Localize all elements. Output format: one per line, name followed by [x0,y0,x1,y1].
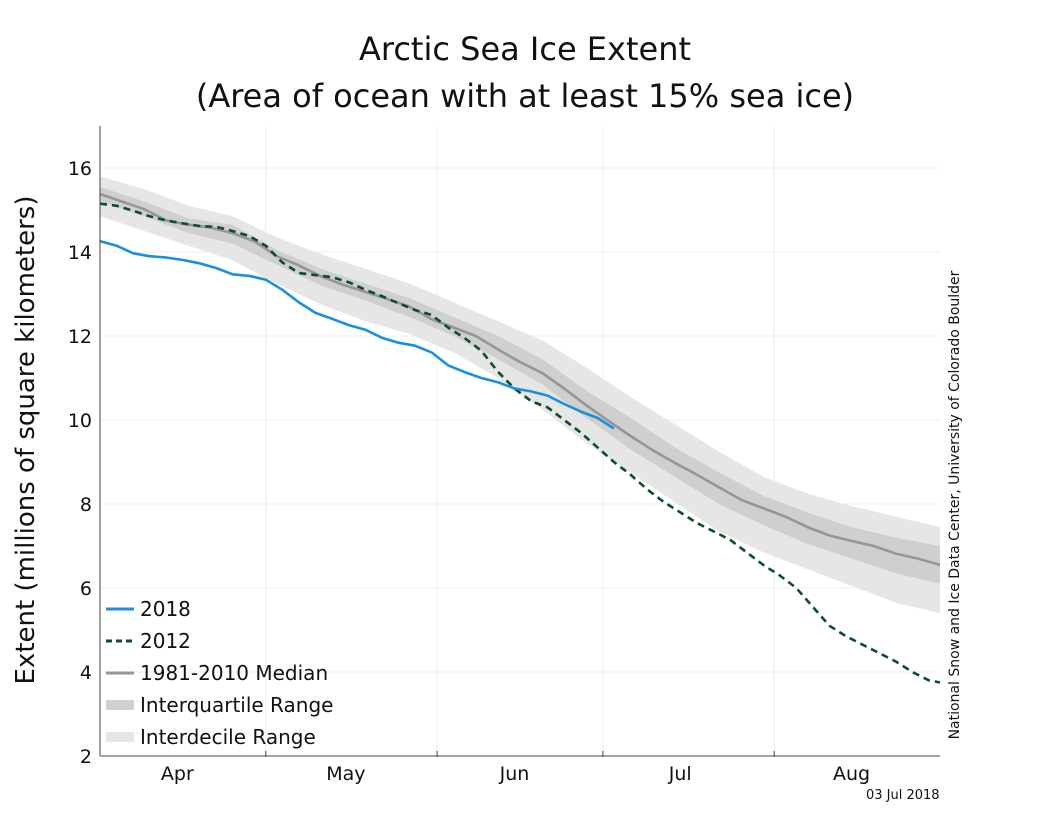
y-tick-label: 12 [68,326,92,348]
legend-label: 2018 [140,597,191,621]
median-line [99,192,941,567]
legend-label: Interdecile Range [140,725,316,749]
series-2018-line [99,239,615,430]
legend-label: Interquartile Range [140,693,333,717]
y-tick-label: 6 [80,578,92,600]
x-tick-label: Jul [668,763,692,785]
x-tick-label: May [326,763,365,785]
chart-title: Arctic Sea Ice Extent [358,30,692,68]
series-2012-line [99,202,941,684]
date-stamp: 03 Jul 2018 [866,788,940,803]
chart-subtitle: (Area of ocean with at least 15% sea ice… [195,77,855,115]
legend-swatch-interquartile [106,700,134,710]
legend-label: 2012 [140,629,191,653]
legend-label: 1981-2010 Median [140,661,328,685]
x-tick-label: Jun [499,763,530,785]
y-tick-label: 2 [80,746,92,768]
y-tick-label: 10 [68,410,92,432]
x-tick-label: Aug [833,763,870,785]
y-tick-label: 14 [68,242,92,264]
interquartile-band [100,186,940,584]
x-tick-label: Apr [161,763,194,785]
legend-swatch-interdecile [106,732,134,742]
y-tick-label: 16 [68,158,92,180]
y-tick-label: 4 [80,662,92,684]
y-tick-label: 8 [80,494,92,516]
